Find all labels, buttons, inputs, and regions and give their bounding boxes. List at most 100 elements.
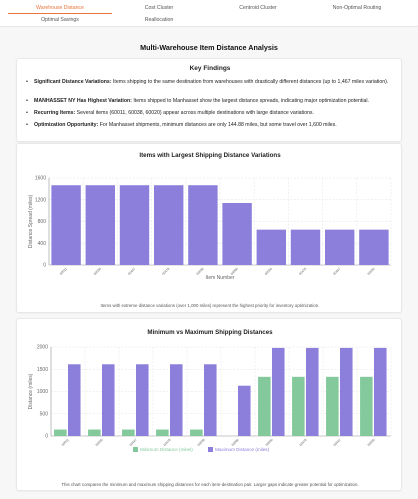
y-tick-label: 1000: [37, 389, 48, 395]
bullet-icon: •: [26, 98, 28, 104]
tab-warehouse-distance[interactable]: Warehouse Distance: [36, 5, 84, 11]
y-tick-label: 1600: [35, 176, 46, 182]
bar: [51, 185, 81, 265]
x-tick-label: 60020: [93, 267, 102, 276]
x-tick-label: 60011: [61, 438, 70, 447]
bar: [256, 229, 287, 265]
finding-body: Items shipped to Manhasset show the larg…: [131, 98, 369, 104]
bar: [359, 229, 389, 265]
bar: [188, 185, 218, 265]
legend-swatch: [208, 447, 213, 452]
finding-body: Several items (60011, 60038, 60020) appe…: [75, 110, 314, 116]
finding-heading: MANHASSET NY Has Highest Variation:: [34, 98, 132, 104]
distance-variation-chart: 0 400 800 1200 1600 60011 60020 60447 60478 60038…: [28, 176, 392, 281]
y-tick-label: 1200: [35, 197, 46, 203]
tab-cost-cluster[interactable]: Cost Cluster: [144, 5, 174, 11]
legend-label: Minimum Distance (miles): [140, 447, 193, 452]
x-tick-label: 60038: [197, 438, 206, 447]
finding-item: • Recurring Items: Several items (60011,…: [26, 109, 396, 117]
tab-non-optimal-routing[interactable]: Non-Optimal Routing: [332, 5, 382, 11]
legend-swatch: [133, 447, 138, 452]
min-max-distance-chart: 0 500 1000 1500 2000 60011 60020 60447 60478 6003…: [28, 345, 392, 452]
bar: [119, 185, 150, 265]
key-findings-card: Key Findings • Significant Distance Vari…: [16, 58, 402, 142]
active-tab-indicator: [8, 13, 112, 15]
x-tick-label: 60011: [59, 267, 68, 276]
tab-optimal-savings[interactable]: Optimal Savings: [41, 17, 79, 23]
bar-minimum: [122, 429, 135, 436]
x-tick-label: 60080: [231, 438, 240, 447]
y-tick-label: 0: [43, 263, 46, 269]
bar-maximum: [272, 347, 285, 436]
y-tick-label: 400: [38, 241, 47, 247]
bar-maximum: [68, 364, 81, 436]
finding-item: • Significant Distance Variations: Items…: [26, 78, 396, 86]
x-tick-label: 60478: [299, 438, 308, 447]
x-tick-label: 60038: [196, 267, 205, 276]
finding-heading: Significant Distance Variations:: [34, 79, 112, 85]
chart-note: This chart compares the minimum and maxi…: [61, 482, 359, 487]
chart-note: Items with extreme distance variations (…: [100, 303, 320, 308]
bar-maximum: [136, 364, 149, 436]
x-tick-label: 60020: [265, 438, 274, 447]
bar-maximum: [340, 347, 353, 436]
x-tick-label: 60020: [264, 267, 273, 276]
bar-minimum: [292, 376, 305, 436]
distance-variation-chart-card: Items with Largest Shipping Distance Var…: [16, 143, 402, 313]
x-tick-label: 60020: [367, 267, 376, 276]
page-title: Multi-Warehouse Item Distance Analysis: [140, 43, 278, 52]
x-tick-label: 60447: [127, 267, 136, 276]
finding-item: • Optimization Opportunity: For Manhasse…: [26, 121, 396, 129]
bar-maximum: [102, 364, 115, 436]
x-tick-label: 60478: [298, 267, 307, 276]
legend-label: Maximum Distance (miles): [215, 447, 270, 452]
bar-maximum: [306, 347, 319, 436]
bullet-icon: •: [26, 122, 28, 128]
bar-minimum: [258, 376, 271, 436]
bar-minimum: [156, 429, 169, 436]
bar: [85, 185, 116, 265]
x-tick-label: 60478: [163, 438, 172, 447]
bar-maximum: [238, 385, 251, 436]
finding-body: Items shipping to the same destination f…: [111, 79, 389, 85]
bar: [153, 185, 184, 265]
chart-title: Minimum vs Maximum Shipping Distances: [147, 329, 273, 336]
finding-body: For Manhasset shipments, minimum distanc…: [98, 122, 337, 128]
tab-reallocation[interactable]: Reallocation: [144, 17, 174, 23]
bar-maximum: [204, 364, 217, 436]
bullet-icon: •: [26, 79, 28, 85]
bar: [222, 203, 252, 265]
bar-maximum: [374, 347, 387, 436]
x-tick-label: 60447: [129, 438, 138, 447]
x-tick-label: 60447: [333, 438, 342, 447]
finding-heading: Recurring Items:: [34, 110, 76, 116]
finding-heading: Optimization Opportunity:: [34, 122, 99, 128]
x-tick-label: 60478: [161, 267, 170, 276]
finding-item: • MANHASSET NY Has Highest Variation: It…: [26, 97, 396, 105]
y-axis-label: Distance (miles): [28, 373, 34, 409]
y-tick-label: 500: [40, 411, 49, 417]
key-findings-title: Key Findings: [189, 65, 231, 72]
bar-minimum: [88, 429, 101, 436]
x-tick-label: 60447: [332, 267, 341, 276]
bar-minimum: [54, 429, 67, 436]
x-tick-label: 60020: [367, 438, 376, 447]
bar-maximum: [170, 364, 183, 436]
y-axis-label: Distance Spread (miles): [28, 194, 34, 248]
x-tick-label: 60020: [95, 438, 104, 447]
min-max-chart-card: Minimum vs Maximum Shipping Distances 0 5…: [16, 318, 402, 491]
bar-minimum: [360, 376, 373, 436]
y-tick-label: 0: [45, 434, 48, 440]
bar-minimum: [326, 376, 339, 436]
y-tick-label: 1500: [37, 367, 48, 373]
bar: [290, 229, 321, 265]
bar: [324, 229, 355, 265]
x-tick-label: 60080: [230, 267, 239, 276]
tab-centroid-cluster[interactable]: Centroid Cluster: [239, 5, 277, 11]
chart-title: Items with Largest Shipping Distance Var…: [139, 152, 281, 159]
tab-bar: Warehouse Distance Cost Cluster Centroid…: [0, 0, 418, 27]
x-axis-label: Item Number: [206, 275, 235, 281]
y-tick-label: 2000: [37, 345, 48, 351]
y-tick-label: 800: [38, 219, 47, 225]
bar-minimum: [190, 429, 203, 436]
